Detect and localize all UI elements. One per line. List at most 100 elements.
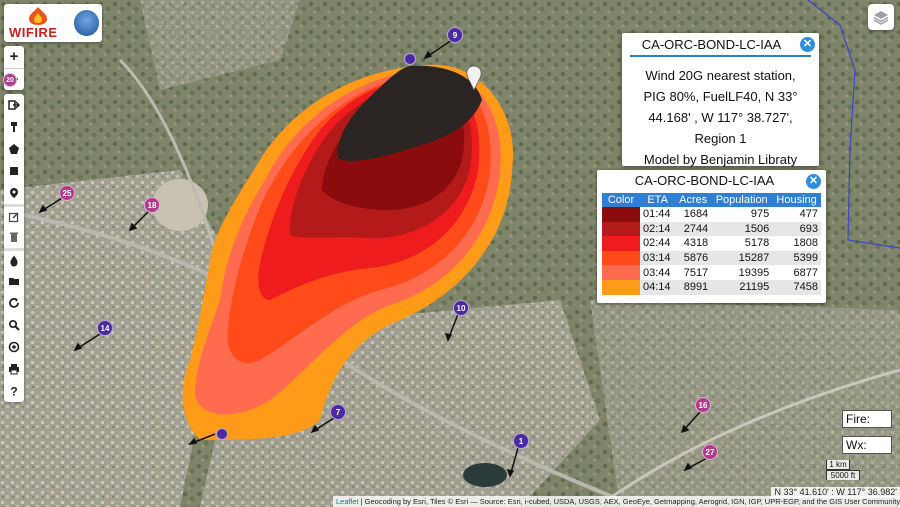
fire-info-line: Wind 20G nearest station, [645,68,796,83]
fire-info-popup: CA-ORC-BOND-LC-IAA ✕ Wind 20G nearest st… [622,33,819,167]
color-swatch [602,250,640,266]
map-marker[interactable]: 14 [97,320,113,336]
attribution-bar: Leaflet | Geocoding by Esri, Tiles © Esr… [333,496,900,507]
attribution-text: | Geocoding by Esri, Tiles © Esri — Sour… [358,497,900,506]
column-header: Population [711,193,773,207]
cell-acres: 2744 [675,221,712,237]
eta-table: Color ETA Acres Population Housing 01:44… [602,193,821,295]
wifire-wordmark: WIFIRE [9,25,58,40]
target-icon[interactable] [4,336,24,358]
cell-housing: 6877 [793,266,818,279]
column-header: Color [602,193,640,207]
cell-acres: 8991 [675,279,712,295]
eta-row: 02:14 2744 1506 693 [602,221,821,237]
color-swatch [602,221,640,237]
cell-acres: 7517 [683,266,709,279]
map-marker[interactable]: 16 [695,397,711,413]
flame-icon [29,7,47,25]
edit-icon[interactable] [4,204,24,226]
map-marker[interactable]: 10 [453,300,469,316]
print-icon[interactable] [4,358,24,380]
fire-icon[interactable] [4,248,24,270]
column-header: Acres [675,193,712,207]
polygon-icon[interactable] [4,138,24,160]
cell-housing: 693 [772,221,821,237]
layers-icon [873,11,889,25]
cell-population: 1506 [711,221,773,237]
eta-row: 02:44 4318 5178 1808 [602,236,821,251]
cell-eta: 04:14 [640,279,676,295]
cell-population: 5178 [744,237,770,250]
cell-acres: 1684 [683,208,709,221]
eta-row: 03:14 5876 15287 5399 [602,250,821,266]
map-marker[interactable]: 9 [447,27,463,43]
wifire-flame-logo: WIFIRE [7,6,70,40]
scale-imperial: 5000 ft [826,470,860,480]
scale-metric: 1 km [826,460,850,470]
refresh-icon[interactable] [4,292,24,314]
fire-info-line: 44.168' , W 117° 38.727', [648,110,793,125]
layers-button[interactable] [868,4,894,30]
cell-population: 15287 [711,250,773,266]
color-swatch [602,236,640,251]
cell-acres: 5876 [675,250,712,266]
wifire-logo: WIFIRE [4,4,102,42]
fire-info-title: CA-ORC-BOND-LC-IAA [641,37,782,52]
color-swatch [602,265,640,280]
map-marker[interactable]: 7 [330,404,346,420]
fire-info-line: PIG 80%, FuelLF40, N 33° [643,89,798,104]
cell-eta: 03:14 [640,250,676,266]
map-marker[interactable]: 18 [144,197,160,213]
map-marker-small[interactable] [404,53,416,65]
leaflet-link[interactable]: Leaflet [336,497,359,506]
cell-housing: 1808 [793,237,818,250]
cell-population: 19395 [738,266,770,279]
color-swatch [602,279,640,295]
paint-icon[interactable] [4,116,24,138]
cursor-coordinates: N 33° 41.610' : W 117° 36.982' [771,487,900,498]
pin-icon[interactable] [4,182,24,204]
map-marker[interactable]: 1 [513,433,529,449]
burned-area [337,65,482,161]
cell-eta: 02:44 [643,237,671,250]
scale-bar: 1 km 5000 ft [826,460,860,480]
map-marker-badge[interactable]: 20 [3,73,17,87]
fire-info-body: Wind 20G nearest station, PIG 80%, FuelL… [626,65,815,170]
search-icon[interactable] [4,314,24,336]
cell-eta: 01:44 [643,208,671,221]
map-marker-small[interactable] [216,428,228,440]
map-marker[interactable]: 25 [59,185,75,201]
cell-housing: 7458 [772,279,821,295]
cell-acres: 4318 [683,237,709,250]
cell-housing: 5399 [772,250,821,266]
wx-status-box[interactable]: Wx: [842,436,892,454]
column-header: ETA [640,193,676,207]
draw-toolbar: ? [4,94,24,402]
column-header: Housing [772,193,821,207]
fire-info-line: Model by Benjamin Libraty [643,152,798,167]
close-icon[interactable]: ✕ [806,174,821,189]
close-icon[interactable]: ✕ [800,37,815,52]
svg-text:?: ? [10,385,17,397]
folder-icon[interactable] [4,270,24,292]
zoom-in-button[interactable]: + [9,48,19,65]
fire-info-line: Region 1 [694,131,747,146]
map-marker[interactable]: 27 [702,444,718,460]
help-icon[interactable]: ? [4,380,24,402]
title-underline [630,55,811,57]
fire-status-box[interactable]: Fire: [842,410,892,428]
cell-eta: 02:14 [640,221,676,237]
trash-icon[interactable] [4,226,24,248]
cell-housing: 477 [799,208,818,221]
eta-row: 03:44 7517 19395 6877 [602,265,821,280]
eta-table-popup: CA-ORC-BOND-LC-IAA ✕ Color ETA Acres Pop… [597,170,826,303]
cell-population: 21195 [711,279,773,295]
cell-eta: 03:44 [643,266,671,279]
export-icon[interactable] [4,94,24,116]
color-swatch [602,207,640,222]
cell-population: 975 [750,208,770,221]
square-icon[interactable] [4,160,24,182]
eta-table-title: CA-ORC-BOND-LC-IAA [634,173,775,188]
eta-row: 01:44 1684 975 477 [602,207,821,222]
